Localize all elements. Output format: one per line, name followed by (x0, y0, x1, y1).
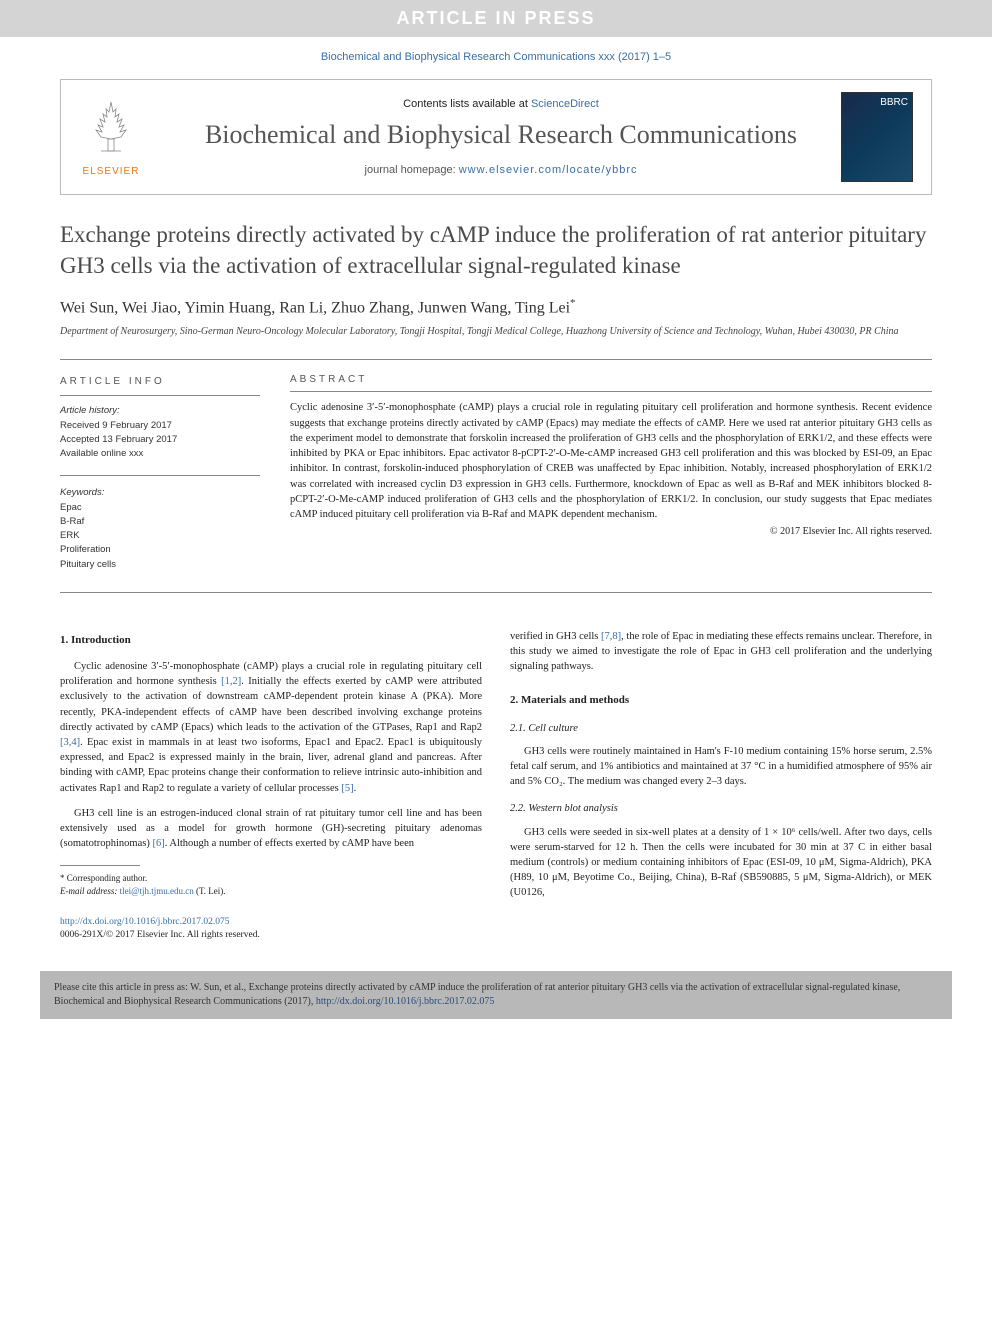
western-blot-text: GH3 cells were seeded in six-well plates… (510, 825, 932, 901)
publisher-name: ELSEVIER (71, 166, 151, 177)
intro-paragraph-2: GH3 cell line is an estrogen-induced clo… (60, 806, 482, 852)
intro-paragraph-2-cont: verified in GH3 cells [7,8], the role of… (510, 629, 932, 675)
history-label: Article history: (60, 404, 260, 418)
methods-heading: 2. Materials and methods (510, 693, 932, 709)
abstract-heading: ABSTRACT (290, 374, 932, 392)
sciencedirect-link[interactable]: ScienceDirect (531, 98, 599, 110)
contents-prefix: Contents lists available at (403, 98, 531, 110)
abstract-block: ABSTRACT Cyclic adenosine 3′-5′-monophos… (290, 374, 932, 572)
keyword: Proliferation (60, 543, 260, 557)
footnote-rule (60, 865, 140, 866)
homepage-line: journal homepage: www.elsevier.com/locat… (161, 164, 841, 176)
article-info-block: ARTICLE INFO Article history: Received 9… (60, 374, 260, 572)
publisher-logo-block: ELSEVIER (61, 97, 161, 177)
ref-link[interactable]: [6] (152, 838, 164, 849)
email-label: E-mail address: (60, 886, 120, 896)
journal-name: Biochemical and Biophysical Research Com… (161, 120, 841, 150)
keyword: B-Raf (60, 515, 260, 529)
corresponding-footnote: * Corresponding author. E-mail address: … (60, 872, 482, 897)
ref-link[interactable]: [5] (341, 783, 353, 794)
cell-culture-heading: 2.1. Cell culture (510, 721, 932, 736)
ref-link[interactable]: [1,2] (221, 676, 241, 687)
contents-available-line: Contents lists available at ScienceDirec… (161, 98, 841, 110)
received-date: Received 9 February 2017 (60, 419, 260, 433)
keyword: Pituitary cells (60, 558, 260, 572)
journal-header: ELSEVIER Contents lists available at Sci… (60, 79, 932, 195)
intro-heading: 1. Introduction (60, 633, 482, 649)
email-suffix: (T. Lei). (194, 886, 226, 896)
western-blot-heading: 2.2. Western blot analysis (510, 801, 932, 816)
corresponding-marker: * (570, 297, 576, 309)
doi-link[interactable]: http://dx.doi.org/10.1016/j.bbrc.2017.02… (60, 917, 230, 927)
citation-box: Please cite this article in press as: W.… (40, 971, 952, 1019)
left-column: 1. Introduction Cyclic adenosine 3′-5′-m… (60, 629, 482, 943)
article-title: Exchange proteins directly activated by … (60, 219, 932, 281)
cell-culture-text: GH3 cells were routinely maintained in H… (510, 744, 932, 790)
journal-cover-image (841, 92, 913, 182)
issn-copyright: 0006-291X/© 2017 Elsevier Inc. All right… (60, 929, 482, 943)
article-in-press-banner: ARTICLE IN PRESS (0, 0, 992, 37)
accepted-date: Accepted 13 February 2017 (60, 433, 260, 447)
abstract-copyright: © 2017 Elsevier Inc. All rights reserved… (290, 526, 932, 537)
body-columns: 1. Introduction Cyclic adenosine 3′-5′-m… (60, 629, 932, 943)
keyword: Epac (60, 501, 260, 515)
elsevier-tree-icon (81, 97, 141, 157)
online-date: Available online xxx (60, 447, 260, 461)
abstract-text: Cyclic adenosine 3′-5′-monophosphate (cA… (290, 400, 932, 522)
keyword: ERK (60, 529, 260, 543)
journal-cover-block (841, 92, 931, 182)
intro-paragraph-1: Cyclic adenosine 3′-5′-monophosphate (cA… (60, 659, 482, 796)
right-column: verified in GH3 cells [7,8], the role of… (510, 629, 932, 943)
doi-block: http://dx.doi.org/10.1016/j.bbrc.2017.02… (60, 916, 482, 944)
authors-names: Wei Sun, Wei Jiao, Yimin Huang, Ran Li, … (60, 299, 570, 316)
header-citation: Biochemical and Biophysical Research Com… (0, 37, 992, 71)
affiliation: Department of Neurosurgery, Sino-German … (60, 325, 932, 339)
cite-doi-link[interactable]: http://dx.doi.org/10.1016/j.bbrc.2017.02… (316, 996, 494, 1007)
keywords-label: Keywords: (60, 486, 260, 500)
authors-line: Wei Sun, Wei Jiao, Yimin Huang, Ran Li, … (60, 297, 932, 317)
ref-link[interactable]: [7,8] (601, 631, 621, 642)
journal-homepage-link[interactable]: www.elsevier.com/locate/ybbrc (459, 164, 638, 176)
corr-email-link[interactable]: tlei@tjh.tjmu.edu.cn (120, 886, 194, 896)
homepage-prefix: journal homepage: (365, 164, 459, 176)
corr-author-label: * Corresponding author. (60, 872, 482, 885)
ref-link[interactable]: [3,4] (60, 737, 80, 748)
article-info-heading: ARTICLE INFO (60, 374, 260, 396)
